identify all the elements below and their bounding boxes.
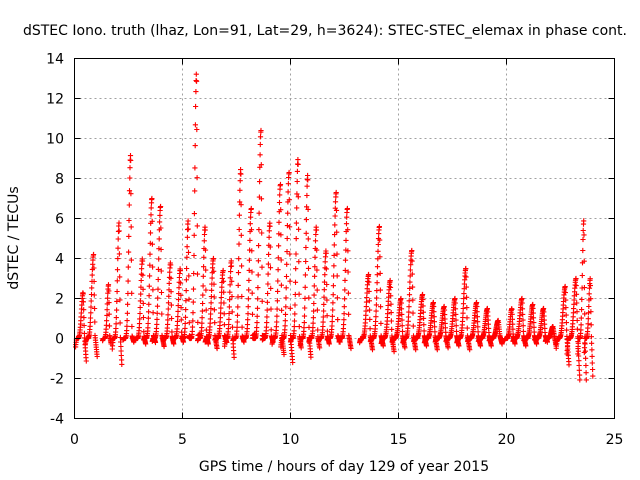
chart-title: dSTEC Iono. truth (lhaz, Lon=91, Lat=29,… <box>23 23 627 39</box>
x-tick-label: 10 <box>282 432 300 448</box>
x-axis: 0 5 10 15 20 25 <box>70 58 624 448</box>
y-tick-label: 4 <box>55 252 64 268</box>
y-tick-label: 2 <box>55 292 64 308</box>
y-tick-label: 8 <box>55 172 64 188</box>
y-tick-label: 12 <box>46 92 64 108</box>
x-tick-label: 5 <box>178 432 187 448</box>
grid <box>74 58 615 419</box>
x-tick-label: 15 <box>390 432 408 448</box>
x-axis-label: GPS time / hours of day 129 of year 2015 <box>199 459 489 475</box>
y-axis-label: dSTEC / TECUs <box>6 186 22 289</box>
y-tick-label: 10 <box>46 132 64 148</box>
y-tick-label: 6 <box>55 212 64 228</box>
x-tick-label: 20 <box>498 432 516 448</box>
y-tick-label: 14 <box>46 52 64 68</box>
plot-frame <box>74 58 615 419</box>
y-tick-label: -4 <box>50 412 64 428</box>
y-tick-label: -2 <box>50 372 64 388</box>
y-axis: -4 -2 0 2 4 6 8 10 12 14 <box>46 52 615 428</box>
y-tick-label: 0 <box>55 332 64 348</box>
x-tick-label: 25 <box>606 432 624 448</box>
data-point-markers <box>73 71 596 383</box>
data-points <box>73 71 596 383</box>
x-tick-label: 0 <box>70 432 79 448</box>
